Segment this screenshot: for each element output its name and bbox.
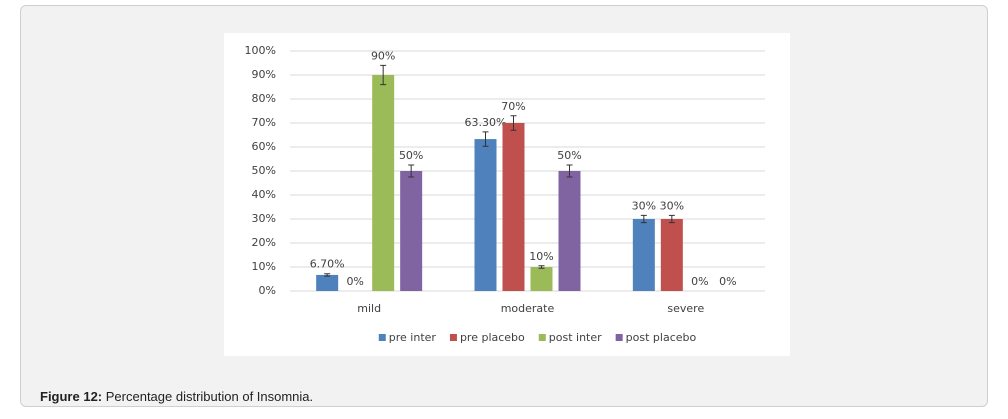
y-tick-label: 90%: [252, 68, 276, 81]
bar: [558, 171, 581, 291]
bar: [400, 171, 423, 291]
value-label: 0%: [346, 275, 363, 288]
legend-label: pre placebo: [460, 331, 525, 344]
value-label: 50%: [399, 149, 423, 162]
value-label: 30%: [660, 199, 684, 212]
value-label: 63.30%: [465, 116, 507, 129]
bar: [474, 139, 497, 291]
value-label: 0%: [691, 275, 708, 288]
bar: [632, 219, 655, 291]
value-label: 90%: [371, 49, 395, 62]
caption-label: Figure 12:: [40, 389, 103, 404]
legend-label: post inter: [549, 331, 602, 344]
value-label: 10%: [529, 250, 553, 263]
error-bar: [408, 164, 415, 178]
error-bar: [640, 214, 647, 224]
chart: 0% 10% 20% 30% 40% 50% 60% 70% 80% 90% 100% mild 6.7…: [224, 33, 790, 356]
legend-label: post placebo: [626, 331, 697, 344]
error-bar: [482, 131, 489, 147]
bar: [660, 219, 683, 291]
x-tick-label: moderate: [501, 302, 555, 315]
caption: Figure 12: Percentage distribution of In…: [40, 389, 313, 404]
legend-swatch: [615, 334, 623, 341]
bar: [530, 267, 553, 291]
error-bar: [668, 214, 675, 224]
x-tick-label: mild: [357, 302, 381, 315]
error-bar: [324, 273, 331, 277]
y-tick-label: 40%: [252, 188, 276, 201]
value-label: 50%: [557, 149, 581, 162]
value-label: 6.70%: [310, 258, 345, 271]
legend-label: pre inter: [389, 331, 437, 344]
y-tick-label: 100%: [245, 44, 276, 57]
y-tick-label: 50%: [252, 164, 276, 177]
value-label: 30%: [632, 199, 656, 212]
y-tick-label: 30%: [252, 212, 276, 225]
bar: [372, 75, 395, 291]
y-tick-label: 20%: [252, 236, 276, 249]
bar: [502, 123, 525, 291]
error-bar: [538, 265, 545, 269]
legend-swatch: [449, 334, 457, 341]
y-tick-label: 70%: [252, 116, 276, 129]
y-tick-label: 10%: [252, 260, 276, 273]
legend-swatch: [538, 334, 546, 341]
value-label: 70%: [501, 100, 525, 113]
error-bar: [566, 164, 573, 178]
legend-swatch: [378, 334, 386, 341]
value-label: 0%: [719, 275, 736, 288]
y-tick-label: 60%: [252, 140, 276, 153]
x-tick-label: severe: [667, 302, 704, 315]
error-bar: [380, 64, 387, 86]
error-bar: [510, 115, 517, 131]
y-tick-label: 0%: [259, 284, 276, 297]
caption-text: Percentage distribution of Insomnia.: [105, 389, 314, 404]
y-tick-label: 80%: [252, 92, 276, 105]
bar: [316, 274, 339, 291]
